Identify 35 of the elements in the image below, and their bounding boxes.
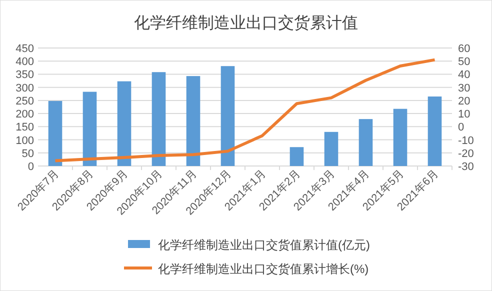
y2-tick-label: 10 — [458, 108, 470, 121]
bar — [358, 119, 373, 166]
y-tick-label: 250 — [16, 95, 34, 108]
bar — [152, 72, 166, 166]
y-tick-label: 450 — [16, 43, 34, 55]
y2-tick-label: 40 — [458, 69, 470, 82]
y-tick-label: 300 — [16, 82, 34, 94]
bar — [186, 76, 200, 166]
bar — [117, 81, 132, 166]
y-tick-label: 350 — [16, 69, 34, 82]
legend-label: 化学纤维制造业出口交货值累计值(亿元) — [158, 238, 370, 252]
chart-title: 化学纤维制造业出口交货累计值 — [134, 14, 358, 32]
y2-tick-label: -10 — [458, 134, 474, 147]
y2-tick-label: 20 — [458, 95, 470, 108]
bar — [428, 96, 442, 166]
line-series — [54, 58, 436, 162]
y2-tick-label: 30 — [458, 82, 470, 94]
y-tick-label: 50 — [22, 148, 34, 160]
bar — [290, 147, 304, 166]
y-tick-label: 400 — [16, 56, 34, 68]
y-tick-label: 150 — [16, 122, 34, 134]
y-tick-label: 200 — [16, 108, 34, 121]
y-tick-label: 0 — [28, 161, 34, 173]
bar — [324, 132, 338, 166]
bar — [220, 66, 235, 166]
y2-tick-label: 0 — [458, 122, 464, 134]
bar — [48, 100, 62, 166]
y2-tick-label: 50 — [458, 56, 470, 68]
y2-tick-label: -20 — [458, 148, 474, 160]
y2-tick-label: 60 — [458, 43, 470, 55]
bar — [393, 108, 408, 166]
y2-tick-label: -30 — [458, 161, 474, 173]
bar — [82, 92, 97, 166]
y-tick-label: 100 — [16, 134, 34, 147]
legend-label: 化学纤维制造业出口交货值累计增长(%) — [158, 262, 369, 276]
